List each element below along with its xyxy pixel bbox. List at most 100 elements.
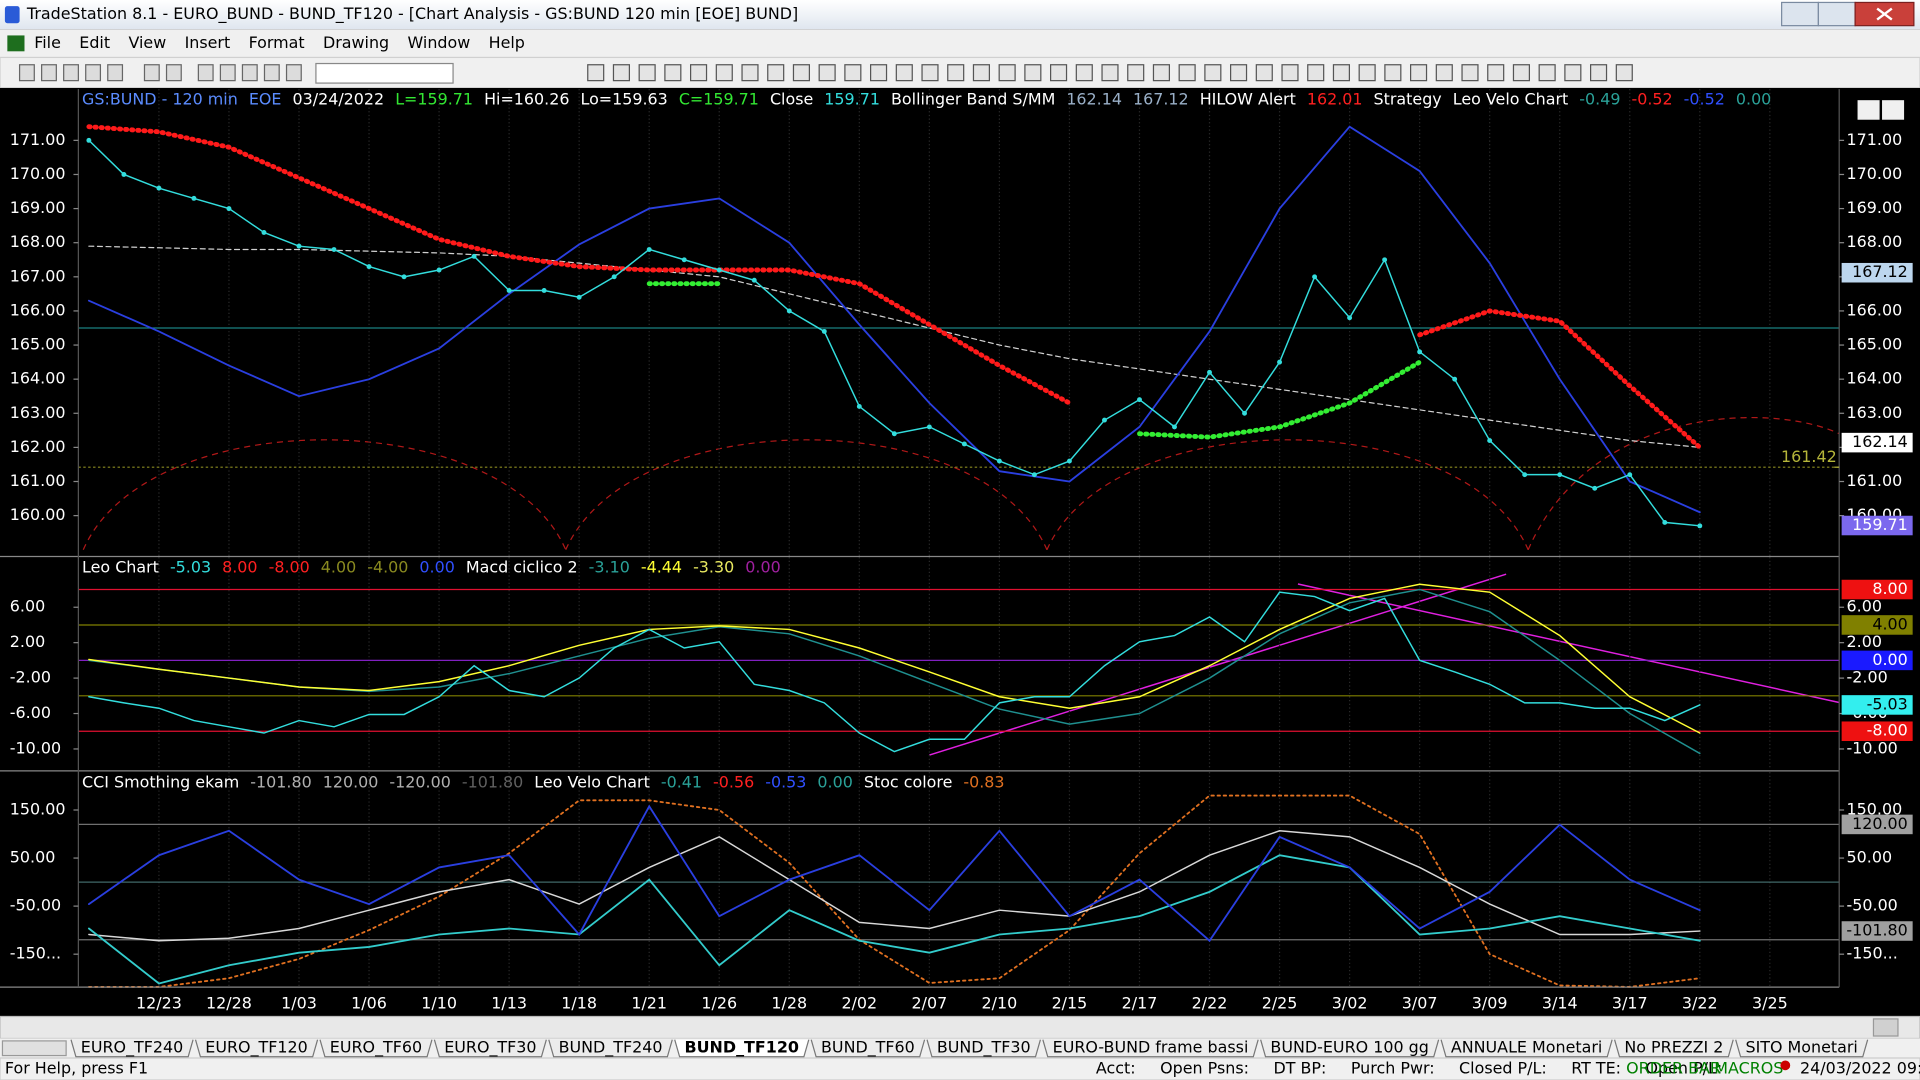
tool-icon[interactable] [1075,64,1093,82]
pane-button[interactable] [1857,100,1880,120]
tool-icon[interactable] [1152,64,1171,82]
tool-icon[interactable] [1101,64,1119,82]
minimize-button[interactable] [1781,1,1819,27]
tool-icon[interactable] [1538,64,1556,82]
menu-item[interactable]: Insert [185,33,231,52]
tool-icon[interactable] [18,64,35,82]
menu-item[interactable]: Window [408,33,471,52]
tool-icon[interactable] [1512,64,1531,82]
tool-icon[interactable] [1358,64,1376,82]
pane-button[interactable] [1882,100,1905,120]
tab-label[interactable]: EURO_TF240 [81,1038,183,1058]
tool-icon[interactable] [972,64,990,82]
tool-icon[interactable] [587,64,605,82]
tool-icon[interactable] [1281,64,1299,82]
tab[interactable] [433,1039,547,1058]
tool-icon[interactable] [241,64,258,82]
tool-icon[interactable] [63,64,79,82]
tool-icon[interactable] [767,64,785,82]
tool-icon[interactable] [1410,64,1428,82]
tab[interactable] [674,1039,810,1058]
tool-icon[interactable] [219,64,236,82]
order-bar[interactable]: ORDER BAR [1626,1059,1721,1078]
tool-icon[interactable] [818,64,836,82]
tool-icon[interactable] [664,64,682,82]
tab-nav[interactable] [1,1040,67,1057]
tab[interactable] [1613,1039,1734,1058]
tool-icon[interactable] [1255,64,1273,82]
tool-icon[interactable] [1307,64,1325,82]
tool-icon[interactable] [870,64,888,82]
menu-item[interactable]: File [34,33,61,52]
tool-icon[interactable] [1461,64,1479,82]
tab[interactable] [70,1039,194,1058]
tool-icon[interactable] [1590,64,1608,82]
price-dot [716,267,722,273]
tool-icon[interactable] [1178,64,1196,82]
menu-item[interactable]: Edit [79,33,110,52]
symbol-combobox[interactable] [315,62,454,84]
maximize-button[interactable] [1817,1,1856,27]
tab-label[interactable]: SITO Monetari [1745,1038,1857,1057]
tool-icon[interactable] [792,64,810,82]
tab-label[interactable]: BUND_TF30 [937,1038,1031,1058]
tool-icon[interactable] [107,64,124,82]
tab[interactable] [810,1039,926,1058]
tab[interactable] [1042,1039,1259,1058]
menu-item[interactable]: Help [489,33,525,52]
tab-label[interactable]: EURO_TF60 [330,1038,422,1058]
tab[interactable] [1440,1039,1613,1058]
scroll-thumb[interactable] [1872,1018,1899,1037]
tab-label[interactable]: EURO-BUND frame bassi [1053,1038,1249,1057]
tool-icon[interactable] [844,64,862,82]
tool-icon[interactable] [1024,64,1042,82]
tab[interactable] [319,1039,433,1058]
tool-icon[interactable] [998,64,1016,82]
tab-label[interactable]: BUND-EURO 100 gg [1270,1038,1428,1057]
tool-icon[interactable] [895,64,913,82]
macros[interactable]: MACROS [1714,1059,1783,1078]
tool-icon[interactable] [1564,64,1582,82]
horizontal-scrollbar[interactable] [0,1015,1920,1040]
tool-icon[interactable] [1230,64,1248,82]
tab-label[interactable]: ANNUALE Monetari [1451,1038,1602,1057]
tab-label[interactable]: EURO_TF30 [444,1038,536,1058]
tool-icon[interactable] [1435,64,1453,82]
tab-label[interactable]: BUND_TF120 [685,1038,799,1057]
menu-item[interactable]: View [128,33,166,52]
tab-label[interactable]: EURO_TF120 [205,1038,307,1058]
tool-icon[interactable] [612,64,630,82]
tab[interactable] [194,1039,319,1058]
tool-icon[interactable] [1050,64,1068,82]
tool-icon[interactable] [638,64,656,82]
tool-icon[interactable] [1487,64,1505,82]
tool-icon[interactable] [690,64,708,82]
x-tick-label: 3/25 [1752,994,1788,1013]
tool-icon[interactable] [285,64,302,82]
tool-icon[interactable] [41,64,57,82]
tab[interactable] [1735,1039,1869,1058]
menu-item[interactable]: Drawing [323,33,389,52]
tool-icon[interactable] [1615,64,1633,82]
tab-label[interactable]: No PREZZI 2 [1624,1038,1723,1057]
tool-icon[interactable] [165,64,182,82]
tab[interactable] [1260,1039,1440,1058]
tool-icon[interactable] [741,64,759,82]
tab-label[interactable]: BUND_TF240 [559,1038,663,1058]
tab[interactable] [926,1039,1041,1058]
tool-icon[interactable] [715,64,733,82]
tab-label[interactable]: BUND_TF60 [821,1038,915,1058]
tool-icon[interactable] [197,64,214,82]
tool-icon[interactable] [1384,64,1402,82]
tool-icon[interactable] [947,64,965,82]
tool-icon[interactable] [1332,64,1351,82]
tab[interactable] [548,1039,673,1058]
tool-icon[interactable] [143,64,160,82]
tool-icon[interactable] [1127,64,1145,82]
y-tick-label: -50.00 [10,896,61,915]
tool-icon[interactable] [921,64,939,82]
tool-icon[interactable] [85,64,102,82]
menu-item[interactable]: Format [249,33,305,52]
tool-icon[interactable] [263,64,280,82]
tool-icon[interactable] [1204,64,1222,82]
